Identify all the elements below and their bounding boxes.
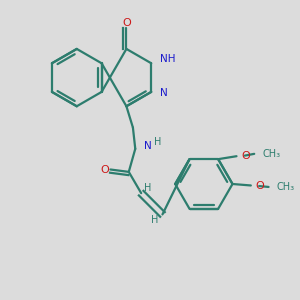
Text: N: N bbox=[144, 142, 151, 152]
Text: H: H bbox=[154, 137, 161, 147]
Text: H: H bbox=[151, 215, 158, 225]
Text: CH₃: CH₃ bbox=[262, 149, 280, 159]
Text: O: O bbox=[241, 151, 250, 160]
Text: O: O bbox=[122, 18, 131, 28]
Text: NH: NH bbox=[160, 54, 176, 64]
Text: N: N bbox=[160, 88, 167, 98]
Text: CH₃: CH₃ bbox=[277, 182, 295, 192]
Text: O: O bbox=[101, 164, 110, 175]
Text: H: H bbox=[144, 183, 152, 194]
Text: O: O bbox=[256, 181, 264, 191]
